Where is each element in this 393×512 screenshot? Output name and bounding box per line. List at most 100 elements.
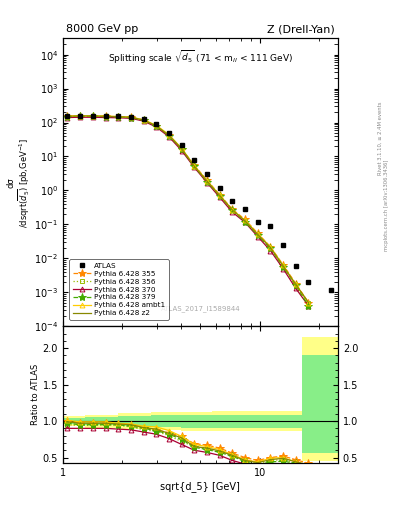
Pythia 6.428 370 (255, 233, 260, 240)
Pythia 6.428 z2 (192, 163, 196, 169)
Pythia 6.428 370 (306, 303, 311, 309)
Pythia 6.428 355 (154, 123, 158, 129)
Line: Pythia 6.428 ambt1: Pythia 6.428 ambt1 (64, 113, 311, 305)
Pythia 6.428 z2 (167, 132, 171, 138)
Pythia 6.428 370 (129, 115, 133, 121)
Pythia 6.428 355 (306, 300, 311, 306)
Pythia 6.428 z2 (306, 300, 311, 306)
Pythia 6.428 ambt1 (281, 262, 285, 268)
Pythia 6.428 ambt1 (179, 145, 184, 152)
Pythia 6.428 370 (205, 180, 209, 186)
Pythia 6.428 379 (230, 207, 235, 214)
Pythia 6.428 355 (268, 244, 273, 250)
Pythia 6.428 355 (255, 230, 260, 236)
Pythia 6.428 379 (255, 232, 260, 238)
Legend: ATLAS, Pythia 6.428 355, Pythia 6.428 356, Pythia 6.428 370, Pythia 6.428 379, P: ATLAS, Pythia 6.428 355, Pythia 6.428 35… (69, 260, 169, 320)
ATLAS (230, 198, 235, 204)
Pythia 6.428 ambt1 (294, 282, 298, 288)
Pythia 6.428 355 (230, 206, 235, 212)
Pythia 6.428 379 (167, 133, 171, 139)
Text: mcplots.cern.ch [arXiv:1306.3436]: mcplots.cern.ch [arXiv:1306.3436] (384, 159, 389, 250)
ATLAS (154, 121, 158, 127)
Pythia 6.428 ambt1 (306, 300, 311, 306)
Pythia 6.428 379 (154, 123, 158, 129)
Pythia 6.428 379 (179, 146, 184, 152)
Pythia 6.428 355 (129, 114, 133, 120)
Pythia 6.428 z2 (90, 113, 95, 119)
Pythia 6.428 379 (65, 114, 70, 120)
Pythia 6.428 356 (306, 300, 311, 306)
Pythia 6.428 z2 (217, 193, 222, 199)
Pythia 6.428 370 (77, 114, 82, 120)
Pythia 6.428 z2 (268, 244, 273, 250)
Line: Pythia 6.428 370: Pythia 6.428 370 (64, 115, 311, 308)
Pythia 6.428 355 (179, 145, 184, 152)
ATLAS (255, 219, 260, 225)
ATLAS (167, 130, 171, 136)
Pythia 6.428 356 (116, 114, 121, 120)
Pythia 6.428 ambt1 (167, 132, 171, 138)
Pythia 6.428 356 (154, 123, 158, 129)
Pythia 6.428 ambt1 (255, 231, 260, 237)
ATLAS (217, 185, 222, 191)
Pythia 6.428 379 (90, 113, 95, 119)
Pythia 6.428 z2 (65, 113, 70, 119)
Pythia 6.428 355 (77, 113, 82, 119)
Pythia 6.428 356 (230, 207, 235, 214)
Pythia 6.428 z2 (281, 263, 285, 269)
ATLAS (77, 113, 82, 119)
ATLAS (205, 171, 209, 177)
Pythia 6.428 379 (141, 117, 146, 123)
Pythia 6.428 z2 (242, 218, 247, 224)
Pythia 6.428 z2 (141, 117, 146, 123)
Pythia 6.428 ambt1 (77, 113, 82, 119)
Pythia 6.428 356 (294, 283, 298, 289)
ATLAS (294, 263, 298, 269)
ATLAS (116, 113, 121, 119)
ATLAS (329, 287, 333, 293)
Pythia 6.428 379 (116, 114, 121, 120)
Pythia 6.428 z2 (230, 207, 235, 213)
Pythia 6.428 ambt1 (90, 113, 95, 119)
Pythia 6.428 370 (90, 114, 95, 120)
Pythia 6.428 379 (306, 303, 311, 309)
Pythia 6.428 356 (255, 231, 260, 238)
Pythia 6.428 ambt1 (242, 217, 247, 223)
Pythia 6.428 z2 (154, 123, 158, 129)
Pythia 6.428 ambt1 (205, 178, 209, 184)
Pythia 6.428 356 (242, 218, 247, 224)
Line: ATLAS: ATLAS (64, 113, 333, 292)
ATLAS (192, 157, 196, 163)
ATLAS (103, 113, 108, 119)
Pythia 6.428 356 (65, 114, 70, 120)
Pythia 6.428 z2 (116, 114, 121, 120)
Pythia 6.428 356 (268, 245, 273, 251)
Text: Rivet 3.1.10, ≥ 2.4M events: Rivet 3.1.10, ≥ 2.4M events (378, 101, 383, 175)
Pythia 6.428 355 (192, 162, 196, 168)
Pythia 6.428 355 (116, 114, 121, 120)
Pythia 6.428 379 (242, 219, 247, 225)
Pythia 6.428 370 (65, 115, 70, 121)
Pythia 6.428 370 (217, 194, 222, 200)
Pythia 6.428 ambt1 (141, 117, 146, 123)
Pythia 6.428 z2 (255, 231, 260, 238)
ATLAS (281, 242, 285, 248)
Pythia 6.428 356 (179, 146, 184, 153)
ATLAS (129, 114, 133, 120)
Pythia 6.428 370 (294, 285, 298, 291)
Pythia 6.428 370 (230, 209, 235, 215)
ATLAS (141, 116, 146, 122)
Pythia 6.428 379 (129, 115, 133, 121)
Pythia 6.428 356 (281, 263, 285, 269)
Line: Pythia 6.428 356: Pythia 6.428 356 (64, 114, 311, 305)
Pythia 6.428 370 (281, 266, 285, 272)
Line: Pythia 6.428 z2: Pythia 6.428 z2 (67, 116, 309, 303)
Pythia 6.428 355 (103, 113, 108, 119)
Pythia 6.428 355 (141, 117, 146, 123)
Pythia 6.428 370 (242, 219, 247, 225)
Y-axis label: Ratio to ATLAS: Ratio to ATLAS (31, 364, 40, 425)
Pythia 6.428 370 (167, 134, 171, 140)
ATLAS (268, 223, 273, 229)
Pythia 6.428 355 (90, 113, 95, 119)
Pythia 6.428 379 (77, 113, 82, 119)
